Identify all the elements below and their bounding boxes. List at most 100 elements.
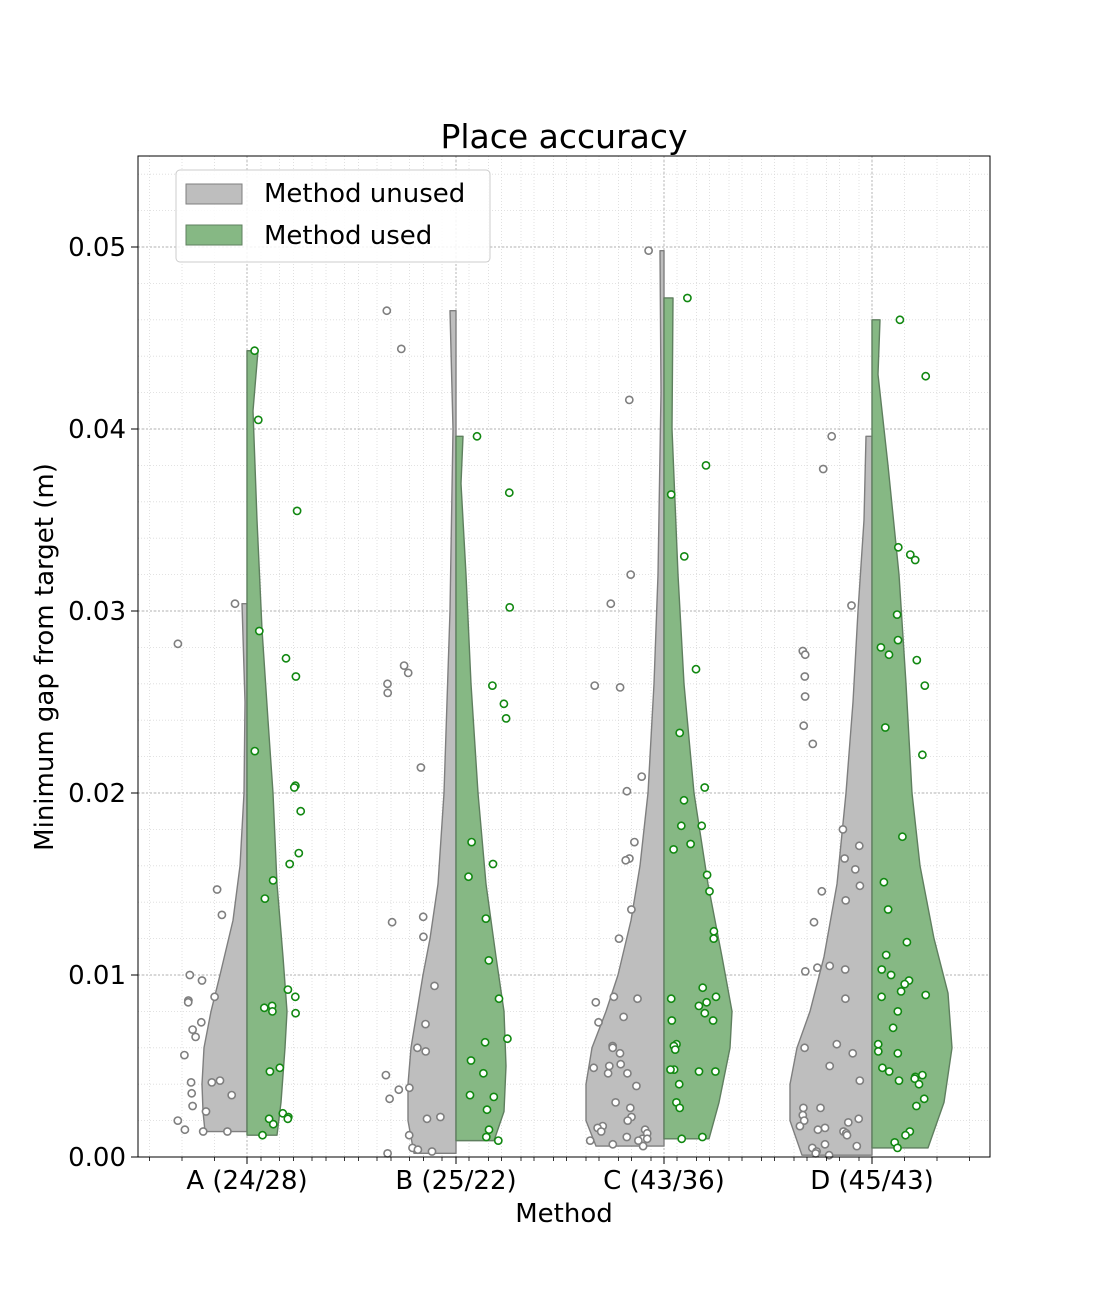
point-unused-1-9 [418,932,428,942]
point-used-0-8 [289,783,299,792]
y-tick-label: 0.02 [68,779,126,809]
point-unused-0-20 [173,1116,183,1125]
point-used-1-14 [466,1056,476,1065]
point-unused-3-6 [800,692,810,701]
point-unused-1-10 [430,981,439,991]
point-unused-0-13 [215,1076,225,1085]
point-unused-3-26 [855,1076,865,1085]
point-unused-2-7 [622,786,632,796]
point-used-2-22 [708,1016,718,1025]
point-used-0-10 [294,848,304,858]
legend-swatch-used [185,224,243,246]
point-used-2-17 [711,992,721,1002]
point-unused-0-14 [207,1078,217,1087]
point-unused-2-40 [634,1136,643,1145]
point-used-2-23 [667,1016,677,1025]
point-unused-3-21 [841,994,850,1004]
point-used-2-16 [698,983,708,993]
point-unused-3-23 [800,1043,809,1053]
point-unused-3-34 [820,1123,830,1133]
point-used-1-7 [488,859,498,869]
point-unused-2-10 [621,855,631,865]
point-used-3-13 [898,832,907,842]
y-tick-label: 0.01 [68,961,126,991]
point-unused-0-1 [173,639,183,649]
violin-unused-0 [201,603,248,1133]
point-used-3-35 [894,1076,904,1085]
point-used-3-26 [888,1023,898,1033]
point-used-2-11 [669,845,678,854]
point-unused-1-16 [394,1085,404,1095]
point-unused-3-0 [827,431,837,441]
y-axis-label: Minimum gap from target (m) [30,463,60,851]
point-used-2-31 [674,1079,684,1089]
point-unused-3-15 [841,896,851,905]
point-unused-2-14 [633,994,642,1004]
point-unused-1-18 [435,1112,445,1122]
point-unused-3-4 [800,650,810,660]
point-unused-1-19 [422,1114,432,1124]
point-unused-2-8 [630,837,639,847]
point-used-1-0 [472,431,482,441]
violin-used-0 [246,350,288,1136]
point-used-0-1 [253,415,263,425]
point-unused-2-38 [642,1134,652,1144]
point-used-3-40 [901,1130,910,1140]
point-unused-0-17 [227,1090,237,1100]
point-unused-1-17 [385,1094,394,1104]
point-used-3-29 [893,1048,903,1058]
point-used-1-20 [481,1132,491,1142]
point-used-2-34 [698,1132,707,1142]
point-unused-2-21 [616,1059,626,1069]
point-used-1-19 [484,1125,494,1135]
point-unused-3-30 [854,1114,864,1124]
point-unused-0-16 [187,1088,197,1098]
point-used-1-4 [499,699,509,709]
y-tick-label: 0.04 [68,415,126,445]
point-unused-1-2 [399,661,409,670]
point-used-3-6 [893,635,903,645]
point-used-0-6 [250,746,260,756]
point-unused-3-35 [813,1125,823,1135]
x-tick-label: D (45/43) [810,1166,934,1196]
point-used-3-1 [921,371,931,381]
point-used-0-18 [267,1007,277,1016]
point-used-1-6 [467,837,476,847]
point-used-2-28 [666,1065,675,1074]
point-unused-3-31 [799,1116,809,1125]
point-unused-2-11 [627,905,636,914]
point-used-1-5 [501,714,511,723]
point-unused-0-6 [210,992,219,1002]
point-unused-3-28 [816,1103,825,1113]
point-unused-2-5 [615,683,625,692]
point-unused-2-34 [596,1127,606,1136]
violin-unused-2 [585,249,665,1147]
point-used-1-15 [478,1068,488,1078]
point-unused-2-0 [644,246,653,255]
point-used-3-24 [877,992,886,1002]
point-unused-3-1 [818,464,828,474]
point-used-1-12 [502,1034,512,1044]
point-unused-2-17 [594,1017,603,1027]
point-unused-3-27 [799,1103,808,1113]
point-used-3-23 [921,990,931,1000]
point-unused-0-21 [180,1125,190,1135]
point-unused-2-42 [638,1141,648,1151]
violin-unused-1 [407,310,457,1155]
point-unused-2-30 [623,1116,633,1125]
point-unused-3-20 [800,967,810,976]
point-unused-3-16 [809,917,819,927]
point-used-3-34 [910,1074,920,1084]
point-unused-3-18 [813,963,822,973]
point-used-2-33 [675,1103,685,1113]
point-unused-0-3 [217,910,227,920]
point-used-0-13 [260,894,270,903]
point-unused-2-41 [608,1139,618,1149]
point-unused-1-7 [418,912,428,922]
point-used-0-27 [258,1130,267,1140]
point-used-2-3 [679,552,689,561]
point-unused-0-22 [222,1127,232,1136]
point-used-3-38 [912,1101,921,1111]
point-used-0-5 [291,672,301,681]
point-unused-0-4 [185,970,195,980]
